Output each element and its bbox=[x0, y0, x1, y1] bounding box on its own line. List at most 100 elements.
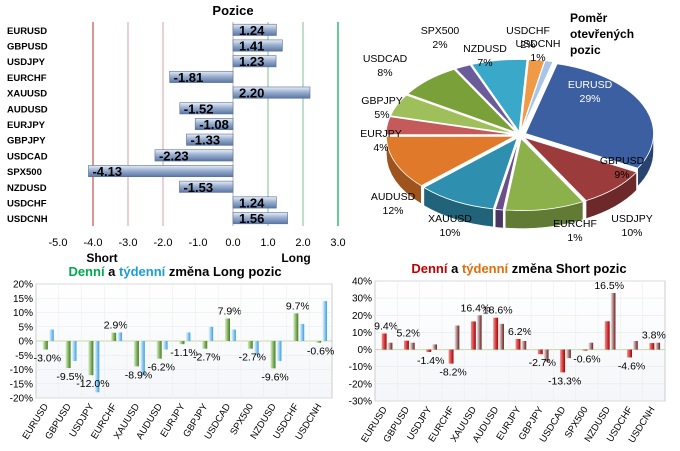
pie-slice-percent: 1% bbox=[567, 232, 582, 244]
pie-slice-label: XAUUSD bbox=[428, 213, 472, 225]
position-bar bbox=[232, 39, 283, 52]
y-tick-label: -15% bbox=[10, 379, 33, 390]
daily-change-bar bbox=[179, 341, 185, 345]
daily-change-bar bbox=[65, 341, 71, 369]
position-bar bbox=[194, 118, 234, 130]
short-title-and: a bbox=[447, 261, 461, 276]
pie-slice-percent: 1% bbox=[530, 52, 545, 64]
daily-change-bar bbox=[582, 349, 588, 351]
pie-slice-percent: 2% bbox=[520, 39, 535, 51]
value-label: -1.53 bbox=[183, 180, 213, 195]
daily-change-bar bbox=[448, 349, 454, 364]
value-label: -1.08 bbox=[199, 117, 229, 132]
position-bar bbox=[232, 86, 311, 99]
long-change-chart: Denní a týdenní změna Long pozic 20% 15% 1… bbox=[10, 264, 335, 442]
weekly-change-bar bbox=[565, 349, 571, 359]
x-tick-label: -3.0 bbox=[119, 237, 138, 249]
x-tick-label: 2.0 bbox=[295, 237, 310, 249]
data-label: 7.9% bbox=[218, 305, 242, 317]
data-label: -6.2% bbox=[148, 362, 175, 374]
data-label: -0.6% bbox=[307, 346, 334, 358]
weekly-change-bar bbox=[117, 332, 123, 341]
category-label: EURCHF bbox=[7, 73, 47, 84]
position-bar bbox=[179, 180, 234, 193]
pie-slice-label: NZDUSD bbox=[463, 43, 507, 55]
daily-change-bar bbox=[247, 341, 253, 349]
position-bar bbox=[232, 196, 277, 209]
pie-slice-label: AUDUSD bbox=[371, 191, 416, 203]
y-tick-label: 0% bbox=[358, 345, 373, 356]
pie-slice bbox=[471, 59, 528, 133]
value-label: -1.81 bbox=[174, 70, 204, 85]
category-label: USDCNH bbox=[7, 214, 48, 225]
position-bar bbox=[232, 212, 288, 225]
daily-change-bar bbox=[537, 349, 543, 355]
weekly-change-bar bbox=[409, 342, 415, 350]
data-label: -0.6% bbox=[573, 354, 600, 366]
y-tick-label: -10% bbox=[349, 362, 372, 373]
category-label: USDJPY bbox=[7, 57, 46, 68]
y-tick-label: 20% bbox=[13, 280, 33, 291]
weekly-change-bar bbox=[632, 341, 638, 350]
weekly-change-bar bbox=[499, 323, 504, 350]
pie-slice-label: GBPUSD bbox=[600, 155, 645, 167]
weekly-change-bar bbox=[387, 342, 393, 350]
weekly-change-bar bbox=[432, 344, 438, 350]
value-label: -2.23 bbox=[159, 148, 189, 163]
pie-slice-percent: 10% bbox=[621, 227, 642, 239]
short-title-rest: změna Short pozic bbox=[508, 261, 626, 276]
daily-change-bar bbox=[224, 318, 230, 341]
y-tick-label: -20% bbox=[10, 394, 33, 405]
pie-slice bbox=[520, 60, 554, 132]
data-label: 16.4% bbox=[460, 302, 490, 314]
x-tick-label: 3.0 bbox=[330, 237, 345, 249]
category-label: GBPJPY bbox=[7, 136, 46, 147]
positions-bars: 1.241.411.23-1.812.20-1.52-1.08-1.33-2.2… bbox=[88, 23, 311, 226]
short-title-daily: Denní bbox=[411, 261, 448, 276]
y-tick-label: -5% bbox=[15, 351, 33, 362]
daily-change-bar bbox=[560, 349, 566, 373]
category-label: USDCHF bbox=[7, 198, 47, 209]
daily-change-bar bbox=[42, 341, 48, 350]
position-bar bbox=[169, 70, 234, 83]
weekly-change-bar bbox=[230, 329, 236, 341]
pie-title-line-1: Poměr bbox=[570, 11, 608, 25]
pie-slice-percent: 4% bbox=[373, 142, 388, 154]
value-label: 1.24 bbox=[239, 23, 265, 38]
position-bar bbox=[232, 55, 277, 68]
daily-change-bar bbox=[316, 341, 322, 343]
pie-slice-percent: 12% bbox=[382, 205, 403, 217]
pie-slice bbox=[524, 63, 654, 169]
pie-slice-label: EURCHF bbox=[553, 218, 597, 230]
pie-labels: EURUSD 29% GBPUSD 9% USDJPY 10% EURCHF 1% XAUUSD… bbox=[360, 25, 652, 244]
position-bar bbox=[179, 102, 234, 115]
weekly-change-bar bbox=[208, 326, 214, 341]
pie-slice bbox=[504, 137, 584, 211]
data-label: 5.2% bbox=[396, 328, 420, 340]
positions-chart: Pozice EURUSD GBPUSD USDJPY EURCHF XAUUSD AUD… bbox=[7, 3, 346, 265]
x-tick-label: -5.0 bbox=[49, 237, 68, 249]
positions-x-ticks: -5.0 -4.0 -3.0 -2.0 -1.0 0.0 1.0 2.0 3.0 bbox=[49, 237, 346, 249]
weekly-change-bar bbox=[253, 341, 259, 356]
positions-title: Pozice bbox=[212, 3, 253, 18]
weekly-change-bar bbox=[543, 349, 549, 362]
data-label: -1.4% bbox=[417, 355, 444, 367]
value-label: 1.56 bbox=[239, 211, 264, 226]
pie-slice bbox=[385, 116, 515, 136]
data-label: -2.7% bbox=[239, 352, 266, 364]
weekly-change-bar bbox=[48, 329, 54, 341]
short-change-chart: Denní a týdenní změna Short pozic 40% 30%… bbox=[349, 261, 666, 445]
pie-slice bbox=[523, 137, 638, 202]
pie-slice-percent: 7% bbox=[477, 57, 492, 69]
x-tick-label: -4.0 bbox=[84, 237, 103, 249]
value-label: -1.33 bbox=[190, 133, 220, 148]
value-label: -1.52 bbox=[184, 101, 214, 116]
pie-slice-label: USDCHF bbox=[506, 25, 550, 37]
daily-change-bar bbox=[202, 341, 208, 349]
y-tick-label: -30% bbox=[349, 397, 372, 408]
pie-slice bbox=[423, 137, 518, 210]
short-change-title: Denní a týdenní změna Short pozic bbox=[411, 261, 626, 276]
category-label: AUDUSD bbox=[7, 104, 48, 115]
pie-slice-percent: 8% bbox=[377, 67, 392, 79]
long-title-rest: změna Long pozic bbox=[165, 264, 281, 279]
